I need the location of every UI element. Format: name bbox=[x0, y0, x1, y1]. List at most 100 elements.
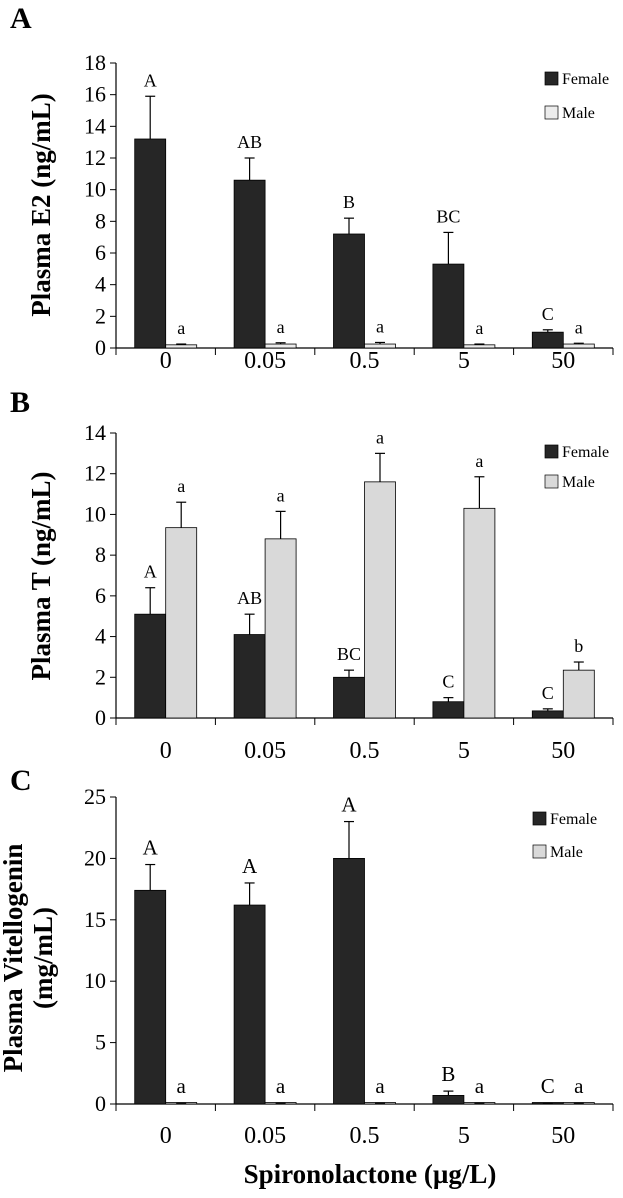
panel-c-letter: C bbox=[10, 764, 32, 797]
panel-a-female-significance-label: AB bbox=[237, 132, 262, 152]
panel-a-male-bar bbox=[562, 343, 595, 349]
panel-a-legend-female-label: Female bbox=[562, 71, 609, 88]
panel-b-legend-male-label: Male bbox=[562, 474, 595, 491]
panel-a-x-tick-label: 0 bbox=[160, 348, 172, 374]
panel-a-y-tick-label: 0 bbox=[95, 335, 106, 360]
panel-a-male-significance-label: a bbox=[277, 317, 285, 337]
panel-b-male-significance-label: a bbox=[177, 476, 185, 496]
panel-a-male-significance-label: a bbox=[475, 318, 483, 338]
panel-c-male-significance-label: a bbox=[177, 1074, 187, 1098]
panel-b-y-tick-label: 8 bbox=[95, 542, 106, 567]
panel-a-legend-male-label: Male bbox=[562, 105, 595, 122]
panel-b-female-significance-label: AB bbox=[237, 588, 262, 608]
panel-a-male-significance-label: a bbox=[376, 316, 384, 336]
panel-a-female-significance-label: BC bbox=[436, 206, 460, 226]
panel-c-y-tick-label: 5 bbox=[95, 1030, 106, 1055]
panel-c-y-tick-label: 20 bbox=[84, 845, 106, 870]
panel-a-legend-male-swatch bbox=[544, 105, 559, 120]
panel-b-x-tick-label: 0.05 bbox=[244, 738, 286, 764]
panel-c-y-tick-label: 25 bbox=[84, 784, 106, 809]
panel-c-female-significance-label: A bbox=[341, 793, 357, 817]
panel-c-x-tick-label: 0.05 bbox=[244, 1123, 286, 1149]
panel-b-letter: B bbox=[10, 386, 30, 419]
panel-b-male-significance-label: a bbox=[277, 485, 285, 505]
panel-b-y-tick-label: 0 bbox=[95, 705, 106, 730]
panel-c-female-bar bbox=[432, 1095, 465, 1105]
panel-a-x-tick-label: 50 bbox=[551, 348, 575, 374]
panel-a-y-tick-label: 4 bbox=[95, 272, 106, 297]
panel-c-y-axis-label-line-2: (mg/mL) bbox=[28, 907, 58, 1009]
panel-b-male-bar bbox=[463, 507, 496, 719]
panel-c-female-bar bbox=[233, 904, 266, 1105]
panel-b-male-bar bbox=[562, 669, 595, 719]
panel-a-female-significance-label: B bbox=[343, 192, 355, 212]
panel-a-female-bar bbox=[233, 179, 266, 349]
panel-b-y-tick-label: 14 bbox=[84, 420, 106, 445]
panel-b-x-tick-label: 0.5 bbox=[350, 738, 380, 764]
panel-a-letter: A bbox=[10, 2, 32, 35]
panel-b-female-bar bbox=[531, 710, 564, 719]
panel-c-x-tick-label: 0 bbox=[160, 1123, 172, 1149]
panel-c-female-significance-label: C bbox=[541, 1074, 555, 1098]
panel-c-y-tick-label: 0 bbox=[95, 1091, 106, 1116]
panel-b-plasma-t: B Plasma T (ng/mL) 0 2 4 6 8 10 12 14 0 0.05 0.5 5 5… bbox=[10, 386, 614, 764]
panel-b-female-bar bbox=[432, 701, 465, 719]
panel-b-male-bar bbox=[264, 538, 297, 719]
panel-c-legend-female-label: Female bbox=[550, 811, 597, 828]
panel-b-legend-female-label: Female bbox=[562, 444, 609, 461]
panel-a-male-significance-label: a bbox=[177, 318, 185, 338]
panel-b-legend-male-swatch bbox=[544, 474, 559, 489]
panel-c-plasma-vitellogenin: C Plasma Vitellogenin (mg/mL) 0 5 10 15 20 25… bbox=[0, 764, 614, 1189]
panel-a-x-tick-label: 0.5 bbox=[350, 348, 380, 374]
panel-b-female-bar bbox=[134, 613, 167, 719]
panel-a-female-bar bbox=[134, 138, 167, 349]
panel-b-male-bar bbox=[364, 481, 396, 719]
panel-b-y-tick-label: 4 bbox=[95, 624, 106, 649]
panel-c-female-significance-label: A bbox=[242, 854, 258, 878]
panel-c-male-significance-label: a bbox=[276, 1074, 286, 1098]
panel-b-x-tick-label: 50 bbox=[551, 738, 575, 764]
panel-a-female-bar bbox=[531, 331, 564, 349]
panel-a-y-tick-label: 10 bbox=[84, 177, 106, 202]
panel-a-female-significance-label: C bbox=[542, 304, 554, 324]
panel-b-male-significance-label: a bbox=[475, 451, 483, 471]
panel-c-y-tick-label: 15 bbox=[84, 907, 106, 932]
panel-c-female-significance-label: A bbox=[143, 836, 159, 860]
panel-a-legend: Female Male bbox=[544, 71, 609, 122]
panel-a-female-significance-label: A bbox=[144, 70, 157, 90]
panel-b-female-bar bbox=[333, 676, 365, 719]
panel-c-male-significance-label: a bbox=[574, 1074, 584, 1098]
panel-c-x-tick-label: 50 bbox=[551, 1123, 575, 1149]
panel-a-male-bar bbox=[463, 344, 496, 349]
panel-b-legend-female-swatch bbox=[544, 444, 559, 459]
panel-c-male-significance-label: a bbox=[475, 1074, 485, 1098]
panel-a-y-tick-label: 14 bbox=[84, 113, 106, 138]
panel-a-plot-area: 0 2 4 6 8 10 12 14 16 18 0 0.05 0.5 5 50 A AB B BC Ca a a a a bbox=[84, 50, 614, 374]
panel-b-male-bar bbox=[165, 527, 198, 719]
panel-c-legend-female-swatch bbox=[532, 811, 547, 826]
panel-a-legend-female-swatch bbox=[544, 71, 559, 86]
panel-a-y-tick-label: 16 bbox=[84, 82, 106, 107]
panel-b-female-significance-label: C bbox=[442, 672, 454, 692]
panel-c-female-bar bbox=[134, 889, 167, 1105]
panel-b-legend: Female Male bbox=[544, 444, 609, 491]
panel-a-y-tick-label: 18 bbox=[84, 50, 106, 75]
panel-a-y-tick-label: 12 bbox=[84, 145, 106, 170]
panel-b-y-axis-label: Plasma T (ng/mL) bbox=[26, 471, 56, 680]
panel-a-y-tick-label: 8 bbox=[95, 208, 106, 233]
panel-b-male-significance-label: a bbox=[376, 427, 384, 447]
panel-a-x-tick-label: 0.05 bbox=[244, 348, 286, 374]
panel-c-y-tick-label: 10 bbox=[84, 968, 106, 993]
panel-b-x-tick-label: 0 bbox=[160, 738, 172, 764]
panel-b-x-tick-label: 5 bbox=[458, 738, 470, 764]
panel-c-x-tick-label: 0.5 bbox=[350, 1123, 380, 1149]
panel-c-female-significance-label: B bbox=[441, 1062, 455, 1086]
panel-b-male-significance-label: b bbox=[574, 636, 583, 656]
panel-a-x-tick-label: 5 bbox=[458, 348, 470, 374]
panel-c-x-tick-label: 5 bbox=[458, 1123, 470, 1149]
panel-a-y-tick-label: 2 bbox=[95, 303, 106, 328]
panel-a-y-tick-label: 6 bbox=[95, 240, 106, 265]
panel-a-male-significance-label: a bbox=[575, 317, 583, 337]
panel-a-female-bar bbox=[432, 263, 465, 349]
